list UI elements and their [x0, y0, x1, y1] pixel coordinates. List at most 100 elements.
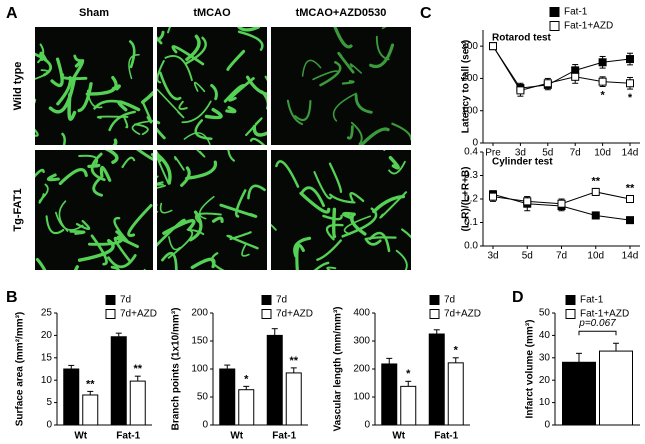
micrograph-vessels — [157, 27, 267, 145]
y-tick-label: 10 — [41, 375, 53, 386]
vessel — [204, 107, 223, 120]
significance: ** — [86, 378, 95, 390]
vessel — [78, 154, 99, 166]
bar — [110, 336, 127, 426]
vessel — [350, 121, 363, 145]
vessel — [157, 150, 170, 185]
x-tick-label: 3d — [515, 148, 526, 159]
marker — [626, 195, 634, 203]
vessel — [157, 30, 165, 42]
vessel — [391, 122, 411, 141]
panel-letter: A — [6, 5, 18, 22]
significance: * — [600, 89, 605, 101]
y-tick-label: 400 — [353, 308, 370, 319]
y-tick-label: 20 — [539, 375, 551, 386]
y-tick-label: 0.3 — [464, 170, 478, 181]
significance: ** — [289, 355, 298, 367]
y-tick-label: 20 — [41, 330, 53, 341]
vessel — [369, 43, 395, 68]
vessel — [35, 52, 52, 77]
vessel — [328, 162, 343, 193]
y-axis-label: Vascular length (mm/mm³) — [333, 306, 344, 431]
micrograph — [271, 150, 411, 270]
y-tick-label: 200 — [461, 73, 478, 84]
y-tick-label: 10 — [539, 397, 551, 408]
vessel — [326, 266, 337, 270]
vessel — [365, 238, 382, 246]
y-tick-label: 0.0 — [464, 241, 478, 252]
vessel — [185, 36, 207, 65]
vessel — [275, 160, 300, 188]
vessel — [168, 236, 181, 251]
vessel — [108, 110, 136, 132]
vessel — [50, 57, 64, 87]
vessel — [286, 99, 304, 126]
x-tick-label: Fat-1 — [116, 431, 140, 442]
bar — [238, 389, 255, 426]
vessel — [235, 189, 247, 218]
vessel — [322, 214, 343, 221]
marker — [543, 79, 552, 88]
legend-label: Fat-1+AZD — [580, 309, 629, 320]
vessel — [37, 43, 45, 64]
legend-swatch — [429, 295, 440, 305]
micrograph — [35, 27, 153, 145]
marker — [523, 197, 532, 206]
vessel — [225, 105, 237, 114]
row-label: Wild type — [12, 62, 24, 111]
vessel — [226, 49, 246, 71]
bar — [599, 350, 633, 426]
marker — [489, 192, 497, 201]
legend-label: 7d+AZD — [444, 309, 481, 320]
vessel — [237, 27, 260, 32]
vessel — [388, 160, 406, 175]
vessel — [401, 228, 411, 239]
legend-swatch — [261, 309, 272, 319]
vessel — [61, 132, 66, 145]
vessel — [198, 195, 215, 220]
column-label: Sham — [79, 7, 109, 19]
vessel — [226, 234, 259, 250]
vessel — [375, 35, 390, 61]
x-tick-label: 5d — [522, 251, 533, 262]
vessel — [181, 100, 212, 124]
vessel — [183, 132, 211, 145]
vessel — [73, 265, 79, 270]
y-tick-label: 15 — [41, 352, 53, 363]
legend-label: 7d — [444, 295, 455, 306]
vessel — [341, 80, 355, 85]
vessel — [271, 223, 277, 231]
vessel — [60, 73, 88, 81]
panel-letter: D — [512, 289, 524, 306]
legend-label: 7d+AZD — [120, 309, 157, 320]
vessel — [325, 223, 344, 241]
x-tick-label: Wt — [392, 431, 405, 442]
column-label: tMCAO+AZD0530 — [296, 7, 387, 19]
row-label: Tg-FAT1 — [12, 188, 24, 231]
y-tick-label: 200 — [353, 364, 370, 375]
vessel — [38, 183, 49, 202]
y-tick-label: 300 — [461, 41, 478, 52]
vessel — [121, 156, 136, 169]
marker — [626, 55, 634, 64]
vessel — [247, 184, 266, 200]
legend-swatch — [105, 295, 116, 305]
bracket — [578, 330, 617, 336]
legend-swatch — [565, 309, 576, 319]
legend-label: 7d — [120, 295, 131, 306]
vessel — [122, 115, 129, 129]
y-tick-label: 0.2 — [464, 194, 478, 205]
vessel — [96, 115, 129, 119]
bar — [400, 385, 417, 426]
vessel — [90, 152, 106, 182]
vessel — [128, 53, 140, 80]
marker — [626, 79, 634, 88]
x-tick-label: 5d — [542, 148, 553, 159]
bar — [82, 394, 99, 426]
vessel — [159, 202, 173, 214]
vessel — [388, 155, 400, 170]
vessel — [92, 177, 104, 197]
chart-title: Rotarod test — [492, 33, 552, 44]
vessel — [299, 191, 331, 214]
vessel — [332, 92, 357, 122]
